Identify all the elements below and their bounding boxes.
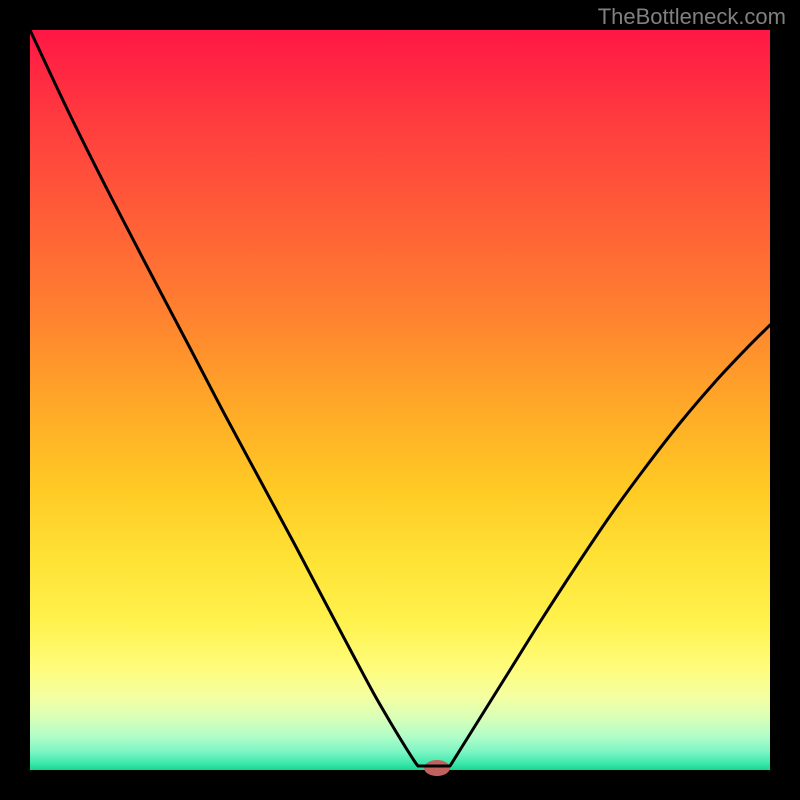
bottleneck-chart: [0, 0, 800, 800]
plot-area: [30, 30, 770, 770]
chart-container: TheBottleneck.com: [0, 0, 800, 800]
minimum-marker: [424, 760, 450, 776]
attribution-label: TheBottleneck.com: [598, 4, 786, 30]
